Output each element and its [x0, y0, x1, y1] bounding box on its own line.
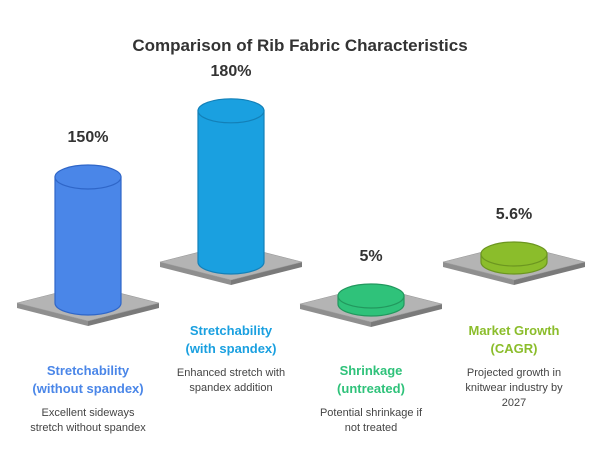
- value-label: 180%: [210, 62, 252, 80]
- category-label: Stretchability (without spandex): [32, 363, 144, 396]
- category-label: Shrinkage (untreated): [337, 363, 405, 396]
- platform-side-right: [88, 303, 159, 326]
- platform-side-right: [231, 262, 302, 285]
- category-label: Market Growth (CAGR): [468, 323, 560, 356]
- category-description: Potential shrinkage if not treated: [319, 407, 423, 434]
- category-label: Stretchability (with spandex): [185, 323, 277, 356]
- value-label: 5.6%: [495, 206, 533, 223]
- bar-cylinder-top: [337, 283, 405, 309]
- category-description: Enhanced stretch with spandex addition: [176, 367, 286, 394]
- bar-cylinder: [197, 110, 265, 275]
- platform-side-left: [443, 262, 514, 285]
- bar-cylinder-top: [197, 98, 265, 124]
- platform-side-left: [17, 303, 88, 326]
- platform-side-right: [514, 262, 585, 285]
- platform-side-left: [300, 304, 371, 327]
- chart-title: Comparison of Rib Fabric Characteristics: [132, 36, 468, 55]
- bar-cylinder-top: [54, 164, 122, 190]
- platform-side-left: [160, 262, 231, 285]
- bar-cylinder-top: [480, 241, 548, 267]
- value-label: 5%: [359, 248, 383, 265]
- platform-side-right: [371, 304, 442, 327]
- bar-cylinder: [54, 176, 122, 316]
- category-description: Excellent sideways stretch without spande…: [30, 407, 146, 434]
- category-description: Projected growth in knitwear industry by 2…: [465, 367, 563, 409]
- value-label: 150%: [67, 129, 109, 146]
